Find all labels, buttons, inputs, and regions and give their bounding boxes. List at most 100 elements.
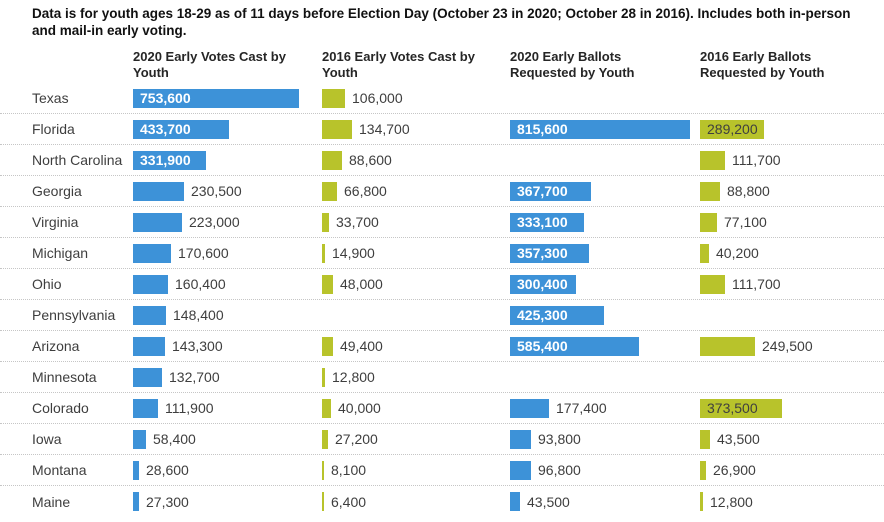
- value-cell: 143,300: [133, 331, 322, 361]
- bar-2020-ballots-requested: [510, 492, 520, 511]
- bar-2020-votes-cast: [133, 274, 168, 294]
- bar-2016-votes-cast: [322, 492, 324, 511]
- bar-2016-votes-cast: [322, 88, 345, 108]
- value-cell: 815,600: [510, 114, 700, 144]
- bar-value-label: 58,400: [153, 431, 196, 447]
- state-label: Montana: [32, 462, 87, 478]
- state-label: Iowa: [32, 431, 62, 447]
- bar-value-label: 170,600: [178, 245, 229, 261]
- bar-value-label: 132,700: [169, 369, 220, 385]
- bar-value-label: 27,300: [146, 493, 189, 510]
- bar-2020-votes-cast: [133, 367, 162, 387]
- value-cell: [510, 145, 700, 175]
- bar-2020-ballots-requested: 815,600: [510, 119, 690, 139]
- column-header-2020-ballots-requested: 2020 Early Ballots Requested by Youth: [510, 49, 635, 80]
- bar-2016-ballots-requested: [700, 429, 710, 449]
- bar-value-label: 28,600: [146, 462, 189, 478]
- state-label: Ohio: [32, 276, 62, 292]
- value-cell: 223,000: [133, 207, 322, 237]
- table-row: Texas 753,600 106,000: [0, 83, 884, 114]
- value-cell: 40,200: [700, 238, 884, 268]
- value-cell: [700, 83, 884, 113]
- bar-2016-ballots-requested: [700, 336, 755, 356]
- bar-2016-ballots-requested: 373,500: [700, 398, 782, 418]
- bar-value-label: 27,200: [335, 431, 378, 447]
- value-cell: 134,700: [322, 114, 510, 144]
- value-cell: 43,500: [700, 424, 884, 454]
- bar-value-label: 357,300: [517, 245, 568, 261]
- value-cell: 585,400: [510, 331, 700, 361]
- bar-value-label: 26,900: [713, 462, 756, 478]
- table-row: Arizona 143,300 49,400 585,400 249,500: [0, 331, 884, 362]
- table-row: Colorado 111,900 40,000 177,400 373,500: [0, 393, 884, 424]
- bar-value-label: 143,300: [172, 338, 223, 354]
- value-cell: 12,800: [700, 486, 884, 517]
- bar-value-label: 373,500: [707, 400, 758, 416]
- bar-2020-votes-cast: [133, 460, 139, 480]
- bar-value-label: 93,800: [538, 431, 581, 447]
- bar-value-label: 12,800: [710, 493, 753, 510]
- bar-value-label: 134,700: [359, 121, 410, 137]
- bar-2020-ballots-requested: 333,100: [510, 212, 584, 232]
- value-cell: 88,800: [700, 176, 884, 206]
- bar-2020-votes-cast: 433,700: [133, 119, 229, 139]
- state-label: Virginia: [32, 214, 79, 230]
- table-row: North Carolina 331,900 88,600 111,700: [0, 145, 884, 176]
- bar-2020-ballots-requested: 367,700: [510, 181, 591, 201]
- value-cell: 753,600: [133, 83, 322, 113]
- value-cell: 12,800: [322, 362, 510, 392]
- value-cell: 367,700: [510, 176, 700, 206]
- state-label: Pennsylvania: [32, 307, 116, 323]
- bar-2016-votes-cast: [322, 243, 325, 263]
- bar-value-label: 43,500: [717, 431, 760, 447]
- bar-value-label: 230,500: [191, 183, 242, 199]
- bar-value-label: 111,700: [732, 276, 781, 292]
- table-row: Minnesota 132,700 12,800: [0, 362, 884, 393]
- value-cell: 8,100: [322, 455, 510, 485]
- bar-value-label: 815,600: [517, 121, 568, 137]
- bar-2016-votes-cast: [322, 212, 329, 232]
- bar-value-label: 106,000: [352, 90, 403, 106]
- bar-2020-ballots-requested: 425,300: [510, 305, 604, 325]
- value-cell: [510, 83, 700, 113]
- value-cell: 160,400: [133, 269, 322, 299]
- bar-2020-votes-cast: [133, 336, 165, 356]
- bar-value-label: 223,000: [189, 214, 240, 230]
- bar-2016-votes-cast: [322, 429, 328, 449]
- bar-value-label: 6,400: [331, 493, 367, 510]
- value-cell: 43,500: [510, 486, 700, 517]
- value-cell: 27,300: [133, 486, 322, 517]
- state-label: Georgia: [32, 183, 82, 199]
- column-header-2016-ballots-requested: 2016 Early Ballots Requested by Youth: [700, 49, 825, 80]
- bar-2016-ballots-requested: [700, 212, 717, 232]
- bar-value-label: 425,300: [517, 307, 568, 323]
- bar-value-label: 111,900: [165, 400, 214, 416]
- table-row: Montana 28,600 8,100 96,800 26,900: [0, 455, 884, 486]
- bar-2016-votes-cast: [322, 150, 342, 170]
- table-row: Virginia 223,000 33,700 333,100 77,100: [0, 207, 884, 238]
- table-row: Iowa 58,400 27,200 93,800 43,500: [0, 424, 884, 455]
- value-cell: 106,000: [322, 83, 510, 113]
- value-cell: 148,400: [133, 300, 322, 330]
- value-cell: 14,900: [322, 238, 510, 268]
- value-cell: 96,800: [510, 455, 700, 485]
- bar-2016-ballots-requested: [700, 150, 725, 170]
- value-cell: 331,900: [133, 145, 322, 175]
- bar-2020-ballots-requested: [510, 429, 531, 449]
- value-cell: 58,400: [133, 424, 322, 454]
- bar-2020-votes-cast: 753,600: [133, 88, 299, 108]
- bar-value-label: 160,400: [175, 276, 226, 292]
- bar-value-label: 40,000: [338, 400, 381, 416]
- column-header-2016-votes-cast: 2016 Early Votes Cast by Youth: [322, 49, 475, 80]
- bar-2016-ballots-requested: [700, 492, 703, 511]
- value-cell: 170,600: [133, 238, 322, 268]
- bar-value-label: 33,700: [336, 214, 379, 230]
- bar-2020-votes-cast: [133, 212, 182, 232]
- value-cell: [510, 362, 700, 392]
- bar-2016-ballots-requested: [700, 181, 720, 201]
- value-cell: 6,400: [322, 486, 510, 517]
- value-cell: 111,700: [700, 145, 884, 175]
- bar-value-label: 331,900: [140, 152, 191, 168]
- bar-value-label: 753,600: [140, 90, 191, 106]
